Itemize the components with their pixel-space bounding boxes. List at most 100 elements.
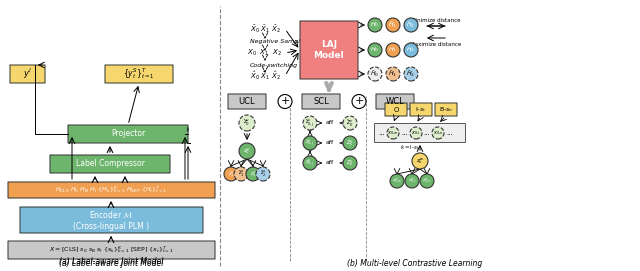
Text: $\hat{Z}_K^s$: $\hat{Z}_K^s$ bbox=[346, 117, 354, 128]
Text: ...: ... bbox=[424, 130, 430, 136]
FancyBboxPatch shape bbox=[302, 94, 340, 109]
Circle shape bbox=[343, 116, 357, 130]
Text: $H_1$: $H_1$ bbox=[388, 46, 397, 54]
Text: +: + bbox=[280, 96, 290, 107]
Text: (a) Label-aware Joint Model: (a) Label-aware Joint Model bbox=[59, 257, 163, 266]
Circle shape bbox=[420, 174, 434, 188]
Text: $x_{0,t}$: $x_{0,t}$ bbox=[411, 129, 421, 137]
Text: $k=\mathrm{I}\text{-}s_t$: $k=\mathrm{I}\text{-}s_t$ bbox=[400, 143, 420, 152]
FancyBboxPatch shape bbox=[376, 94, 414, 109]
FancyBboxPatch shape bbox=[228, 94, 266, 109]
Text: Label Compressor: Label Compressor bbox=[76, 160, 145, 169]
Circle shape bbox=[368, 18, 382, 32]
Circle shape bbox=[390, 174, 404, 188]
Text: aff: aff bbox=[326, 160, 334, 166]
FancyBboxPatch shape bbox=[20, 207, 203, 233]
Text: $\hat{X}_0\ \hat{X}_1\ \hat{X}_2$: $\hat{X}_0\ \hat{X}_1\ \hat{X}_2$ bbox=[250, 70, 280, 82]
Circle shape bbox=[386, 43, 400, 57]
Text: $\mathrm{B}\text{-}s_n$: $\mathrm{B}\text{-}s_n$ bbox=[439, 105, 453, 114]
Circle shape bbox=[412, 153, 428, 169]
Text: $H_0$: $H_0$ bbox=[371, 21, 380, 30]
Text: Projector: Projector bbox=[111, 130, 145, 138]
Text: (b) Multi-level Contrastive Learning: (b) Multi-level Contrastive Learning bbox=[348, 259, 483, 268]
Text: $z_1^u$: $z_1^u$ bbox=[228, 169, 234, 179]
FancyBboxPatch shape bbox=[10, 65, 45, 83]
FancyBboxPatch shape bbox=[435, 103, 457, 116]
Circle shape bbox=[386, 67, 400, 81]
Circle shape bbox=[246, 167, 260, 181]
Text: O: O bbox=[394, 107, 399, 112]
Circle shape bbox=[432, 127, 444, 139]
Text: $H_0$: $H_0$ bbox=[371, 46, 380, 54]
Text: Code-switching: Code-switching bbox=[250, 63, 298, 67]
Text: $H_2$: $H_2$ bbox=[406, 46, 415, 54]
Text: $z_2^u$: $z_2^u$ bbox=[250, 169, 257, 179]
Circle shape bbox=[256, 167, 270, 181]
Text: Maximize distance: Maximize distance bbox=[410, 42, 461, 47]
Circle shape bbox=[343, 156, 357, 170]
Text: Encoder $\mathcal{M}$
(Cross-lingual PLM ): Encoder $\mathcal{M}$ (Cross-lingual PLM… bbox=[74, 209, 150, 231]
Text: $z_0^u$: $z_0^u$ bbox=[243, 146, 251, 156]
Circle shape bbox=[234, 167, 248, 181]
Text: SCL: SCL bbox=[313, 97, 329, 106]
Text: UCL: UCL bbox=[239, 97, 255, 106]
Text: $\hat{H}_1$: $\hat{H}_1$ bbox=[388, 20, 397, 30]
FancyBboxPatch shape bbox=[68, 125, 188, 143]
Text: $\hat{z}_{0,j}^s$: $\hat{z}_{0,j}^s$ bbox=[305, 117, 315, 129]
Text: $z_{0,j}^s$: $z_{0,j}^s$ bbox=[305, 137, 315, 149]
Text: $\mathrm{I}\text{-}s_t$: $\mathrm{I}\text{-}s_t$ bbox=[415, 105, 427, 114]
Circle shape bbox=[404, 18, 418, 32]
Text: ...: ... bbox=[379, 130, 385, 136]
Circle shape bbox=[239, 115, 255, 131]
Circle shape bbox=[404, 43, 418, 57]
Text: $z_k^w$: $z_k^w$ bbox=[416, 156, 424, 166]
Text: ...: ... bbox=[447, 130, 453, 136]
Circle shape bbox=[405, 174, 419, 188]
Circle shape bbox=[303, 116, 317, 130]
Text: $z_{0,m}^w$: $z_{0,m}^w$ bbox=[392, 176, 402, 186]
Circle shape bbox=[224, 167, 238, 181]
FancyBboxPatch shape bbox=[410, 103, 432, 116]
Text: $Z_K^s$: $Z_K^s$ bbox=[346, 158, 354, 168]
Text: $y^l$: $y^l$ bbox=[23, 67, 32, 81]
FancyBboxPatch shape bbox=[8, 241, 215, 259]
FancyBboxPatch shape bbox=[374, 124, 465, 143]
Circle shape bbox=[303, 156, 317, 170]
Text: $\{y_t^S\}_{t=1}^T$: $\{y_t^S\}_{t=1}^T$ bbox=[123, 67, 155, 82]
Text: ...: ... bbox=[402, 130, 408, 136]
Text: $\bar{X}_0\ \bar{X}_1\ \bar{X}_2$: $\bar{X}_0\ \bar{X}_1\ \bar{X}_2$ bbox=[250, 23, 280, 35]
Text: $z_{0,n}^w$: $z_{0,n}^w$ bbox=[422, 176, 431, 186]
Text: $X=[\mathrm{CLS}]\ s_0\ s_B\ s_I\ \{s_k\}_{k=1}^K\ [\mathrm{SEP}]\ \{x_t\}_{t=1}: $X=[\mathrm{CLS}]\ s_0\ s_B\ s_I\ \{s_k\… bbox=[49, 245, 174, 255]
Text: WCL: WCL bbox=[386, 97, 404, 106]
Text: $\hat{H}_2$: $\hat{H}_2$ bbox=[406, 69, 415, 79]
Circle shape bbox=[368, 43, 382, 57]
Text: $\hat{z}_1^u$: $\hat{z}_1^u$ bbox=[237, 169, 244, 179]
Text: Minimize distance: Minimize distance bbox=[412, 18, 461, 23]
Circle shape bbox=[387, 127, 399, 139]
Text: $z_{0,t}^w$: $z_{0,t}^w$ bbox=[408, 176, 417, 186]
Circle shape bbox=[386, 18, 400, 32]
FancyBboxPatch shape bbox=[105, 65, 173, 83]
Circle shape bbox=[368, 67, 382, 81]
Text: $\hat{H}_1$: $\hat{H}_1$ bbox=[388, 69, 397, 79]
Text: $\hat{z}_0^u$: $\hat{z}_0^u$ bbox=[243, 118, 251, 128]
Text: (a) Label-aware Joint Model: (a) Label-aware Joint Model bbox=[59, 259, 163, 268]
Text: aff: aff bbox=[326, 121, 334, 125]
Text: $Z_K^s$: $Z_K^s$ bbox=[346, 138, 354, 148]
FancyBboxPatch shape bbox=[300, 21, 358, 79]
Text: $\hat{z}_2^u$: $\hat{z}_2^u$ bbox=[260, 169, 266, 179]
Text: $x_{0,m}$: $x_{0,m}$ bbox=[387, 129, 399, 137]
Text: LAJ
Model: LAJ Model bbox=[314, 40, 344, 60]
Text: $z_{0,j}^s$: $z_{0,j}^s$ bbox=[305, 157, 315, 169]
FancyBboxPatch shape bbox=[8, 182, 215, 198]
Text: Negative Sampling: Negative Sampling bbox=[250, 38, 310, 44]
Text: $\hat{H}_2$: $\hat{H}_2$ bbox=[406, 20, 415, 30]
Text: +: + bbox=[355, 96, 364, 107]
Circle shape bbox=[278, 95, 292, 108]
Text: $\hat{H}_0$: $\hat{H}_0$ bbox=[371, 69, 380, 79]
Text: $H_{CLS}\ H_0\ H_B\ H_I\ \{H_k\}_{k=1}^K\ H_{SEP}\ \{H_t\}_{t=1}^T$: $H_{CLS}\ H_0\ H_B\ H_I\ \{H_k\}_{k=1}^K… bbox=[56, 185, 168, 195]
Circle shape bbox=[303, 136, 317, 150]
Text: $X_0\ \ X_1\ \ X_2$: $X_0\ \ X_1\ \ X_2$ bbox=[248, 48, 282, 58]
Text: aff: aff bbox=[326, 140, 334, 146]
Circle shape bbox=[343, 136, 357, 150]
